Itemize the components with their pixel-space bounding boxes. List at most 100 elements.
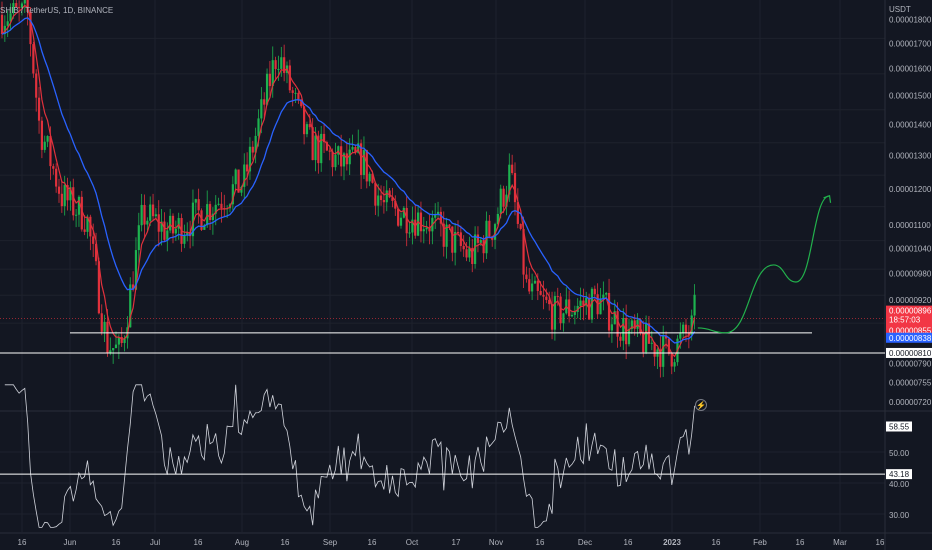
candle-body <box>203 225 206 230</box>
candle-body <box>254 135 257 153</box>
candle-body <box>220 203 223 209</box>
candle-body <box>548 299 551 305</box>
candle-body <box>539 290 542 295</box>
candle-body <box>627 328 631 345</box>
candle-body <box>613 311 616 325</box>
candle-body <box>15 3 18 8</box>
symbol-header[interactable]: SHIB / TetherUS, 1D, BINANCE <box>0 6 114 15</box>
candle-body <box>351 147 354 150</box>
candle-body <box>234 169 237 185</box>
candle-body <box>208 204 212 220</box>
candle-body <box>77 196 81 215</box>
price-tick-label: 0.00000920 <box>889 296 932 305</box>
candle-body <box>525 274 528 280</box>
candle-body <box>388 190 391 198</box>
candle-body <box>137 225 140 251</box>
candle-body <box>585 297 588 306</box>
candle-body <box>149 204 152 221</box>
candle-body <box>18 7 21 9</box>
time-tick-label: 2023 <box>663 538 681 547</box>
candle-body <box>320 133 323 164</box>
candle-body <box>382 199 385 203</box>
candle-body <box>667 338 670 354</box>
candle-body <box>448 224 451 227</box>
candle-body <box>673 362 676 367</box>
candle-body <box>314 135 317 161</box>
candle-body <box>630 320 633 329</box>
rsi-tick-label: 40.00 <box>889 480 910 489</box>
candle-body <box>505 194 508 207</box>
candle-body <box>528 279 531 292</box>
time-tick-label: 16 <box>368 538 377 547</box>
candle-body <box>693 294 696 316</box>
candle-body <box>533 280 537 284</box>
candle-body <box>46 136 49 142</box>
candle-body <box>645 323 648 353</box>
candle-body <box>305 124 309 135</box>
candle-body <box>72 187 75 216</box>
candle-body <box>385 190 388 203</box>
candle-body <box>553 296 556 330</box>
price-unit-label: USDT <box>889 5 911 14</box>
candle-body <box>471 247 474 264</box>
price-tick-label: 0.00001500 <box>889 92 932 101</box>
candle-body <box>274 60 277 70</box>
candle-body <box>562 313 565 324</box>
candle-body <box>160 221 163 232</box>
candle-body <box>414 219 417 236</box>
candle-body <box>169 215 172 231</box>
candle-body <box>94 243 98 262</box>
ma-slow-tag-text: 0.00000838 <box>889 334 932 343</box>
price-tick-label: 0.00001700 <box>889 39 932 48</box>
candle-body <box>342 153 346 167</box>
price-tick-label: 0.00001300 <box>889 151 932 160</box>
candle-body <box>610 324 613 331</box>
candle-body <box>476 234 480 243</box>
candle-body <box>582 300 585 306</box>
candle-body <box>231 184 234 205</box>
price-tick-label: 0.00000755 <box>889 378 932 387</box>
candle-body <box>237 169 240 193</box>
candle-body <box>454 231 457 253</box>
candle-body <box>607 292 611 331</box>
last-price-tag-text: 18:57:03 <box>889 316 921 325</box>
candle-body <box>263 99 266 105</box>
candle-body <box>280 57 283 69</box>
candle-body <box>325 142 328 151</box>
projection-arrowhead <box>823 195 832 203</box>
candle-body <box>622 318 625 341</box>
candle-body <box>573 311 576 315</box>
candle-body <box>550 304 554 330</box>
time-tick-label: 17 <box>452 538 461 547</box>
candle-body <box>177 218 180 229</box>
candle-body <box>123 338 126 343</box>
candle-body <box>100 313 103 332</box>
time-tick-label: 16 <box>624 538 633 547</box>
candle-body <box>288 65 291 91</box>
candle-body <box>488 220 491 237</box>
candle-body <box>371 173 374 183</box>
rsi-line <box>4 384 695 528</box>
time-tick-label: 16 <box>536 538 545 547</box>
candle-body <box>365 150 368 182</box>
candle-body <box>422 229 425 232</box>
rsi-tick-label: 50.00 <box>889 449 910 458</box>
candle-body <box>434 214 437 218</box>
candle-body <box>52 166 55 169</box>
candles <box>0 0 696 378</box>
candle-body <box>92 236 95 244</box>
candle-body <box>86 216 89 232</box>
candle-body <box>163 221 166 240</box>
candle-body <box>451 226 454 253</box>
time-tick-label: 16 <box>796 538 805 547</box>
candle-body <box>129 284 132 328</box>
candle-body <box>257 118 260 136</box>
price-tick-label: 0.00001400 <box>889 120 932 129</box>
time-tick-label: 16 <box>194 538 203 547</box>
candle-body <box>132 284 135 290</box>
candle-body <box>80 196 83 230</box>
candle-body <box>522 228 525 275</box>
candle-body <box>271 60 274 87</box>
